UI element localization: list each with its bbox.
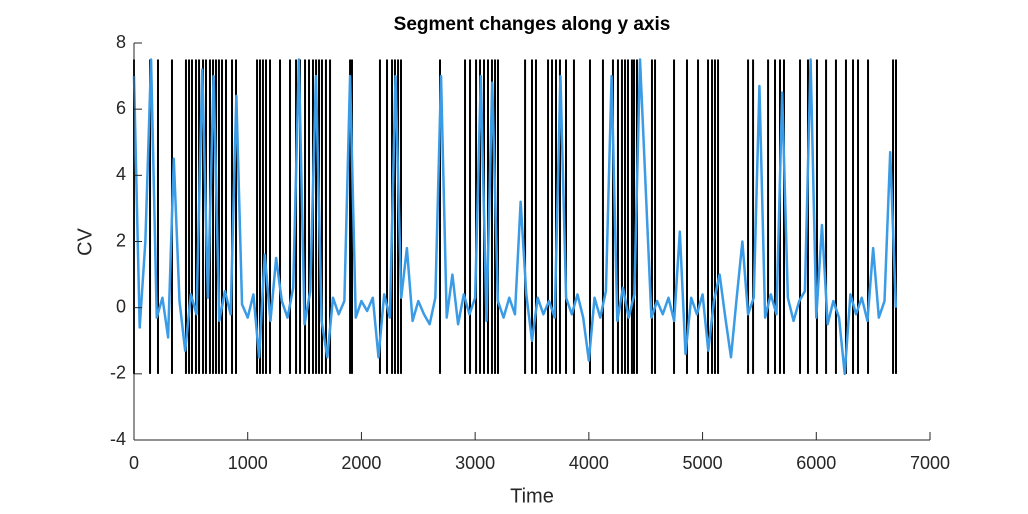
- x-tick-label: 4000: [569, 453, 609, 473]
- y-tick-label: 4: [116, 164, 126, 184]
- y-tick-label: -2: [110, 363, 126, 383]
- y-tick-label: -4: [110, 429, 126, 449]
- x-tick-label: 5000: [683, 453, 723, 473]
- y-axis-label: CV: [74, 227, 96, 255]
- y-tick-label: 0: [116, 296, 126, 316]
- x-tick-label: 1000: [228, 453, 268, 473]
- x-tick-label: 2000: [341, 453, 381, 473]
- x-tick-label: 0: [129, 453, 139, 473]
- x-tick-label: 7000: [910, 453, 950, 473]
- x-axis-label: Time: [510, 485, 554, 507]
- x-tick-label: 6000: [796, 453, 836, 473]
- data-line: [132, 58, 898, 376]
- y-tick-label: 8: [116, 32, 126, 52]
- y-tick-label: 2: [116, 230, 126, 250]
- chart-title: Segment changes along y axis: [394, 14, 671, 35]
- x-tick-label: 3000: [455, 453, 495, 473]
- y-tick-label: 6: [116, 98, 126, 118]
